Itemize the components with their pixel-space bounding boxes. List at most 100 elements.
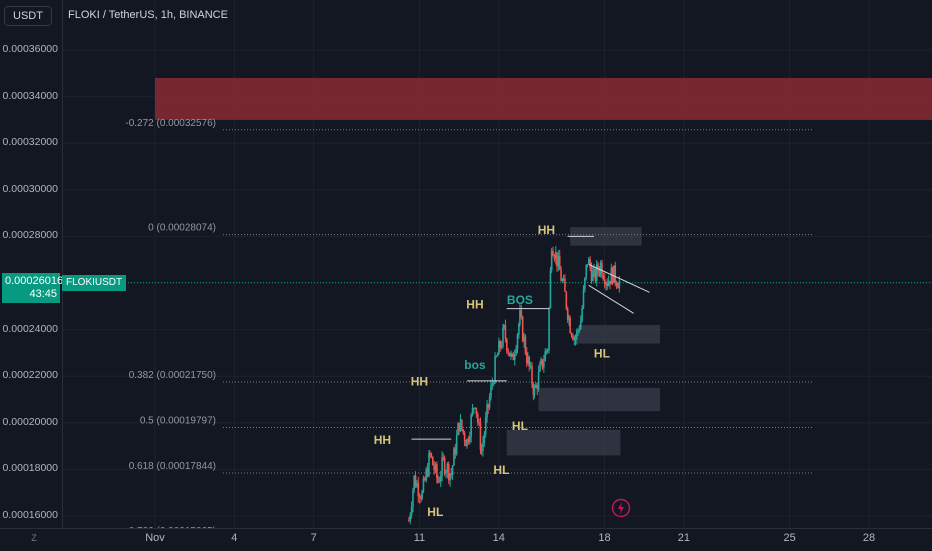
- candle-body: [597, 264, 599, 272]
- candle-body: [457, 423, 459, 436]
- candle-body: [558, 255, 561, 270]
- candle-body: [417, 483, 420, 497]
- candle-body: [475, 407, 478, 415]
- candle-body: [574, 337, 577, 340]
- candle-body: [426, 469, 429, 476]
- candle-body: [465, 441, 467, 447]
- candle-body: [462, 429, 465, 433]
- candle-body: [436, 464, 438, 478]
- candle-body: [566, 308, 569, 320]
- candle-body: [498, 341, 500, 355]
- candle-body: [560, 269, 562, 281]
- candle-body: [539, 363, 541, 372]
- candle-body: [518, 324, 520, 335]
- candle-body: [506, 338, 508, 351]
- candle-body: [537, 371, 540, 389]
- candle-body: [438, 481, 441, 483]
- time-axis-label: 28: [862, 532, 876, 544]
- structure-annotation: HL: [493, 463, 509, 477]
- candle-body: [581, 307, 583, 322]
- candle-body: [602, 275, 605, 280]
- time-axis[interactable]: Nov 4 7 11 14 18 21 25 28: [0, 528, 932, 551]
- candle-body: [607, 280, 610, 286]
- candle-body: [587, 259, 590, 264]
- candle-body: [599, 262, 602, 274]
- candle-body: [474, 407, 476, 409]
- candle-body: [510, 353, 512, 357]
- candle-body: [541, 359, 544, 368]
- candle-body: [603, 279, 606, 285]
- candle-body: [605, 282, 607, 285]
- candle-body: [458, 423, 460, 432]
- candle-body: [430, 453, 433, 457]
- candle-body: [511, 353, 513, 355]
- candle-body: [548, 308, 550, 350]
- candle-body: [502, 327, 504, 346]
- candle-body: [437, 477, 439, 483]
- candle-body: [433, 465, 435, 471]
- candle-body: [488, 397, 491, 408]
- candle-body: [471, 408, 474, 415]
- candle-body: [410, 507, 413, 515]
- structure-annotation: HH: [538, 223, 555, 237]
- candle-body: [536, 384, 539, 389]
- price-axis-label: 0.00030000: [2, 182, 58, 195]
- candle-body: [441, 457, 443, 476]
- candle-body: [524, 336, 527, 354]
- candle-body: [486, 404, 488, 418]
- candle-body: [421, 491, 423, 500]
- demand-zone: [570, 227, 642, 246]
- symbol-title: FLOKI / TetherUS, 1h, BINANCE: [68, 9, 228, 21]
- candle-body: [545, 350, 548, 352]
- candle-body: [492, 383, 495, 385]
- candle-body: [568, 318, 570, 320]
- candle-body: [562, 278, 565, 281]
- time-axis-label: 18: [598, 532, 611, 544]
- candle-body: [586, 263, 589, 265]
- candle-body: [610, 267, 613, 285]
- candle-body: [480, 449, 483, 451]
- candle-body: [595, 264, 598, 281]
- candle-body: [520, 310, 523, 317]
- lightning-bolt-icon[interactable]: [611, 498, 631, 518]
- candle-body: [463, 432, 466, 442]
- candle-body: [569, 318, 571, 334]
- candle-body: [519, 310, 521, 325]
- candle-body: [482, 442, 484, 451]
- candle-body: [561, 280, 564, 282]
- time-axis-label: 14: [492, 532, 505, 544]
- structure-annotation: HL: [512, 419, 528, 433]
- candle-body: [449, 473, 451, 481]
- candle-body: [447, 463, 450, 481]
- candle-body: [613, 265, 615, 284]
- unit-selector-button[interactable]: USDT: [4, 6, 52, 26]
- timezone-button[interactable]: Z: [31, 533, 37, 543]
- fib-level-label: 0.618 (0.00017844): [129, 461, 216, 472]
- candle-body: [455, 435, 458, 455]
- candle-body: [535, 384, 537, 388]
- candle-body: [584, 277, 586, 290]
- candle-body: [507, 350, 509, 353]
- last-price-value: 0.00026016: [5, 275, 64, 287]
- candle-body: [526, 353, 528, 364]
- candle-body: [414, 475, 417, 487]
- price-axis-label: 0.00034000: [2, 89, 58, 102]
- price-axis-label: 0.00018000: [2, 462, 58, 475]
- fib-level-label: 0.382 (0.00021750): [129, 370, 216, 381]
- candle-body: [413, 475, 415, 490]
- candle-body: [439, 475, 442, 482]
- candle-body: [589, 259, 591, 268]
- candle-body: [424, 478, 426, 481]
- candle-body: [515, 348, 517, 355]
- candle-body: [496, 354, 499, 357]
- structure-annotation: HH: [466, 298, 483, 312]
- trend-channel-line: [588, 284, 634, 314]
- price-axis-label: 0.00022000: [2, 369, 58, 382]
- candle-body: [418, 496, 421, 498]
- candle-body: [570, 333, 573, 336]
- price-axis[interactable]: 0.00016000 0.00018000 0.00020000 0.00022000…: [0, 0, 63, 528]
- candle-body: [454, 448, 457, 455]
- time-axis-label: 21: [677, 532, 690, 544]
- candle-body: [431, 456, 434, 466]
